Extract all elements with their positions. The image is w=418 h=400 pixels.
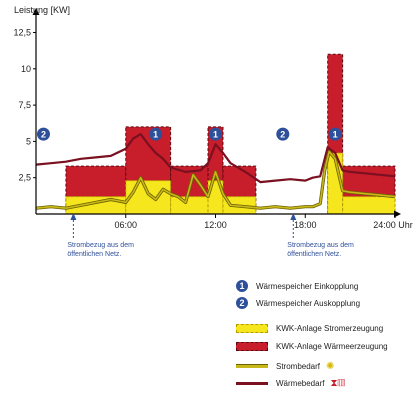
y-tick-label-2: 7,5 (18, 100, 31, 110)
note-text-line1-0: Strombezug aus dem (67, 242, 134, 249)
x-tick-label-0: 06:00 (114, 220, 137, 230)
y-tick-label-4: 2,5 (18, 173, 31, 183)
x-tick-label-1: 12:00 (204, 220, 227, 230)
y-axis-label: Leistung [KW] (14, 5, 70, 15)
badge-label-2: 1 (213, 129, 218, 139)
legend-item-auskopplung: 2 Wärmespeicher Auskopplung (236, 297, 360, 309)
waermebedarf-line-swatch (236, 379, 268, 388)
legend-label-auskopplung: Wärmespeicher Auskopplung (256, 298, 361, 308)
note-arrow-icon-0 (70, 213, 77, 220)
strom-bar-2 (170, 196, 209, 215)
yellow-swatch (236, 323, 268, 333)
badge-2-marker-3 (276, 127, 290, 141)
y-tick-label-3: 5 (26, 136, 31, 146)
x-tick-label-2: 18:00 (294, 220, 317, 230)
badge-1-marker-2 (209, 127, 222, 141)
legend-item-waermeerzeugung: KWK-Anlage Wärmeerzeugung (236, 340, 388, 352)
strom-bar-1 (125, 180, 172, 215)
strom-bar-6 (342, 196, 396, 215)
badge-label-1: 1 (153, 129, 158, 139)
note-text-line2-0: öffentlichen Netz. (67, 251, 121, 258)
y-axis-arrow-icon (32, 8, 40, 15)
y-tick-label-1: 10 (21, 64, 31, 74)
badge-1-icon: 1 (236, 280, 248, 292)
legend-label-strombedarf: Strombedarf (276, 361, 321, 371)
legend-label-waermebedarf: Wärmebedarf (276, 378, 325, 388)
note-text-line1-1: Strombezug aus dem (287, 242, 354, 249)
badge-label-3: 2 (280, 129, 285, 139)
y-tick-label-0: 12,5 (13, 28, 31, 38)
legend-label-waermeerzeugung: KWK-Anlage Wärmeerzeugung (276, 341, 388, 351)
note-arrow-icon-1 (290, 213, 297, 220)
legend-item-stromerzeugung: KWK-Anlage Stromerzeugung (236, 322, 383, 334)
legend-item-einkopplung: 1 Wärmespeicher Einkopplung (236, 280, 358, 292)
x-tick-label-3: 24:00 Uhr (373, 220, 413, 230)
shower-radiator-icon: ⧗▥ (330, 377, 346, 389)
badge-1-marker-1 (149, 127, 163, 141)
legend-item-waermebedarf: Wärmebedarf ⧗▥ (236, 377, 345, 389)
x-axis-arrow-icon (394, 210, 401, 218)
badge-2-icon: 2 (236, 297, 248, 309)
note-text-line2-1: öffentlichen Netz. (287, 251, 341, 258)
legend-label-stromerzeugung: KWK-Anlage Stromerzeugung (276, 323, 384, 333)
badge-1-marker-4 (328, 127, 342, 141)
red-swatch (236, 341, 268, 351)
badge-label-4: 1 (333, 129, 338, 139)
legend-item-strombedarf: Strombedarf ✺ (236, 360, 334, 372)
badge-2-marker-0 (36, 127, 50, 141)
waermebedarf-line (35, 133, 396, 184)
legend-label-einkopplung: Wärmespeicher Einkopplung (256, 281, 359, 291)
strombedarf-line (35, 150, 396, 209)
strombedarf-line-swatch (236, 362, 268, 371)
lightbulb-icon: ✺ (326, 360, 335, 372)
badge-label-0: 2 (41, 129, 46, 139)
